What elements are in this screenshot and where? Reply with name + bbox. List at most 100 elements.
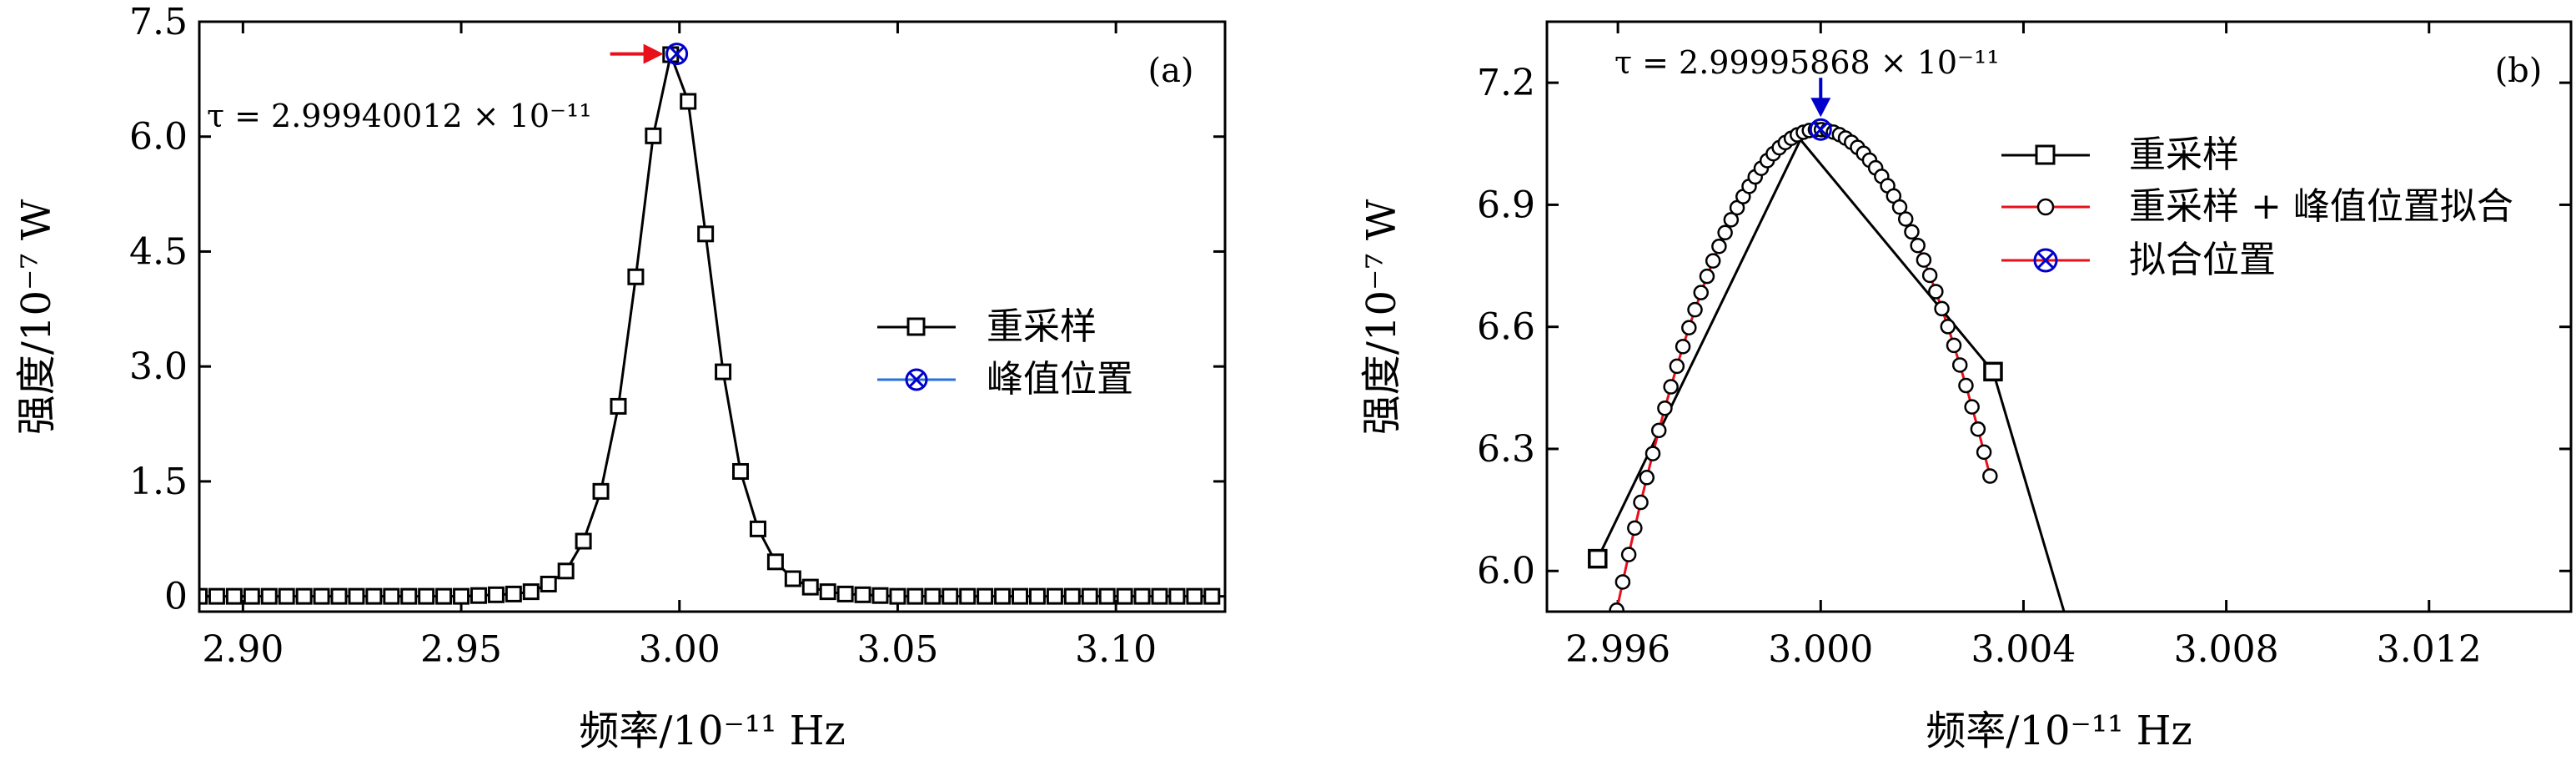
panel-a-y-tick-label: 7.5: [129, 1, 188, 43]
legend-a-peak-marker: [905, 368, 928, 391]
panel-b-y-tick-label: 6.9: [1477, 184, 1535, 226]
panel-b-fit-point: [1699, 268, 1715, 285]
panel-b-y-tick-label: 7.2: [1477, 62, 1535, 104]
panel-b-x-tick-labels: 2.996 3.000 3.004 3.008 3.012: [1565, 628, 2482, 671]
panel-a-resampled-point: [836, 585, 854, 602]
panel-b-fit-point: [1639, 470, 1655, 486]
legend-a-peak-symbol-ring: [905, 368, 928, 391]
panel-b-fit-point: [1946, 337, 1962, 354]
legend-b-position-symbol-ring: [2033, 248, 2058, 273]
panel-a-resampled-point: [645, 127, 662, 144]
panel-a-resampled-point: [994, 587, 1012, 605]
panel-b-fit-point: [1633, 494, 1649, 511]
panel-a-resampled-point: [854, 586, 871, 603]
panel-a-arrow-head: [643, 43, 664, 64]
panel-a-x-tick-label: 3.10: [1075, 628, 1157, 671]
panel-b-y-tick-label: 6.3: [1477, 428, 1535, 471]
panel-b-x-tick-label: 3.004: [1971, 628, 2076, 671]
panel-a-resampled-point: [1098, 587, 1116, 605]
panel-b-y-tick-label: 6.0: [1477, 550, 1535, 592]
panel-b-fit-point: [1609, 602, 1624, 612]
panel-b-fit-point: [1916, 252, 1932, 268]
panel-a-resampled-point: [977, 587, 994, 605]
panel-b-resampled-point: [1588, 548, 1608, 569]
panel-b-fit-point: [1982, 468, 1998, 484]
panel-b-fit-point: [1910, 237, 1926, 254]
panel-a-resampled-point: [453, 587, 470, 605]
panel-b-ticks: [1547, 22, 2571, 612]
panel-a-resampled-point: [749, 520, 766, 537]
panel-a-resampled-point: [470, 587, 487, 604]
panel-a-x-tick-label: 2.95: [420, 628, 502, 671]
panel-b-fit-point: [1663, 379, 1679, 395]
panel-b-frame: [1545, 20, 2573, 613]
panel-b-x-tick-label: 3.008: [2174, 628, 2279, 671]
panel-a-resampled-point: [505, 585, 522, 602]
panel-a-x-tick-labels: 2.90 2.95 3.00 3.05 3.10: [202, 628, 1157, 671]
panel-a-resampled-point: [1203, 587, 1221, 605]
panel-a-resampled-point: [942, 587, 959, 605]
panel-a-resampled-point: [1028, 587, 1046, 605]
panel-a-resampled-point: [487, 586, 505, 603]
panel-a-resampled-point: [889, 587, 906, 605]
legend-b-position-symbol-cross-b: [2036, 251, 2055, 270]
panel-a-resampled-point: [260, 587, 278, 605]
panel-b-fit-point: [1958, 377, 1974, 394]
panel-b-legend: 重采样 重采样 + 峰值位置拟合 拟合位置: [2001, 134, 2513, 281]
panel-b-x-tick-label: 3.012: [2377, 628, 2482, 671]
panel-b-fit-point: [1940, 319, 1956, 335]
panel-b-fit-point: [1675, 339, 1691, 355]
panel-b-resampled-line: [1596, 137, 2066, 612]
panel-a-y-tick-label: 1.5: [129, 461, 188, 503]
panel-a-resampled-point: [295, 587, 313, 605]
panel-b-fit-point: [1921, 267, 1938, 284]
panel-a-y-tick-label: 6.0: [129, 116, 188, 159]
panel-a-x-tick-label: 2.90: [202, 628, 284, 671]
legend-b-position-label: 拟合位置: [2129, 239, 2276, 281]
panel-b-fit-point: [1681, 320, 1697, 335]
panel-b-fit-point: [1934, 300, 1950, 317]
panel-a-resampled-point: [819, 583, 836, 601]
panel-b-fit-position-marker: [1809, 118, 1832, 141]
panel-a-chart: 2.90 2.95 3.00 3.05 3.10 0 1.5 3.0 4.5 6.0 7.5 (a…: [13, 1, 1227, 754]
panel-b-fit-point: [1614, 574, 1631, 590]
legend-b-fit-marker: [2036, 198, 2055, 216]
panel-a-resampled-point: [1186, 587, 1203, 605]
panel-b-fit-point: [1717, 224, 1733, 241]
panel-a-y-tick-labels: 0 1.5 3.0 4.5 6.0 7.5: [129, 1, 188, 618]
panel-a-resampled-point: [278, 587, 295, 605]
panel-a-resampled-point: [435, 587, 453, 605]
panel-b-x-tick-label: 2.996: [1565, 628, 1670, 671]
panel-a-resampled-point: [801, 578, 819, 596]
panel-a-resampled-point: [313, 587, 330, 605]
panel-b-x-axis-label: 频率/10⁻¹¹ Hz: [1926, 708, 2192, 754]
legend-b-fit-label: 重采样 + 峰值位置拟合: [2129, 185, 2513, 228]
panel-b-fit-position-point-ring: [1809, 118, 1832, 141]
panel-b-fit-point: [1928, 284, 1944, 300]
panel-a-resampled-point: [540, 575, 557, 592]
panel-a-legend: 重采样 峰值位置: [877, 305, 1133, 401]
panel-a-resampled-point: [1046, 587, 1063, 605]
panel-b-fit-point: [1897, 211, 1914, 227]
panel-a-resampled-point: [208, 587, 225, 605]
panel-b-y-tick-labels: 6.0 6.3 6.6 6.9 7.2: [1477, 62, 1535, 592]
panel-b-fit-point: [1970, 421, 1986, 437]
legend-a-peak-symbol: [905, 368, 928, 391]
panel-a-resampled-point: [871, 587, 889, 604]
panel-a-resampled-point: [348, 587, 365, 605]
panel-a-resampled-point: [557, 562, 575, 580]
panel-b-fit-point: [1657, 400, 1673, 416]
panel-a-resampled-point: [199, 587, 208, 605]
panel-a-resampled-point: [627, 268, 645, 285]
panel-a-resampled-point: [784, 570, 801, 587]
panel-a-frame: [198, 20, 1227, 613]
panel-b-y-axis-label: 强度/10⁻⁷ W: [1358, 199, 1405, 435]
panel-a-resampled-point: [959, 587, 977, 605]
panel-a-resampled-point: [697, 225, 715, 243]
panel-b-fit-position-point: [1809, 118, 1832, 141]
panel-a-resampled-point: [1012, 587, 1028, 605]
panel-a-x-tick-label: 3.00: [639, 628, 721, 671]
panel-a-resampled-point: [680, 93, 697, 110]
panel-a-y-tick-label: 4.5: [129, 230, 188, 273]
panel-a-resampled-point: [906, 587, 924, 605]
